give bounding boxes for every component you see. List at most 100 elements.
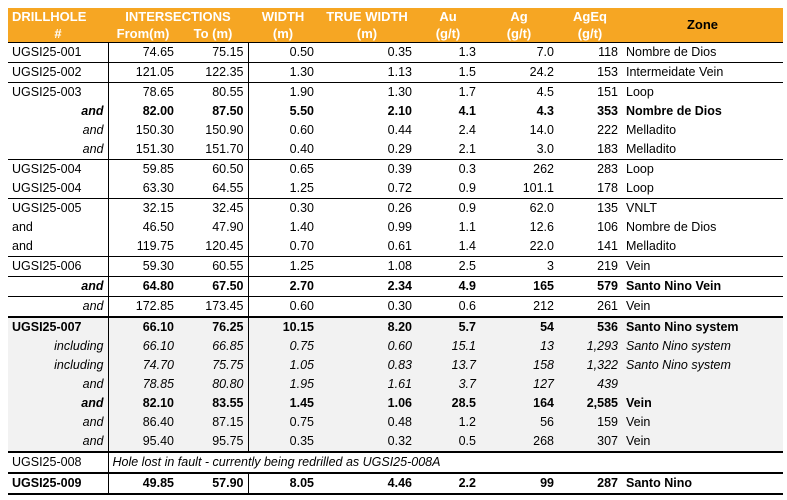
ageq-cell: 579: [558, 276, 622, 297]
from-cell: 32.15: [107, 198, 178, 218]
from-cell: 64.80: [107, 276, 178, 297]
zone-cell: VNLT: [622, 198, 783, 218]
to-cell: 32.45: [178, 198, 248, 218]
ag-cell: 12.6: [529, 220, 554, 234]
width-cell: 1.95: [247, 375, 318, 394]
zone-cell: Santo Nino system: [622, 316, 783, 337]
to-cell: 66.85: [178, 337, 248, 356]
tw-cell: 0.39: [318, 159, 416, 179]
tw-cell: 0.83: [318, 356, 416, 375]
tw-cell: 0.60: [318, 337, 416, 356]
zone-cell: [622, 375, 783, 394]
ag-cell: 13: [480, 337, 558, 356]
ag-cell: 212: [480, 296, 558, 317]
au-cell: 1.5: [416, 62, 480, 83]
ageq-cell: 178: [597, 181, 618, 195]
drillhole-cell: UGSI25-004: [12, 181, 82, 195]
au-cell: 2.2: [416, 472, 480, 495]
table-row: and 46.50 47.90 1.40 0.99 1.1 12.6 106 Nombre de…: [8, 218, 783, 237]
to-cell: 60.55: [178, 256, 248, 277]
from-cell: 121.05: [107, 62, 178, 83]
ageq-cell: 222: [597, 123, 618, 137]
from-cell: 66.10: [107, 337, 178, 356]
to-cell: 87.50: [212, 104, 244, 118]
header-drillhole-sub: #: [8, 26, 108, 43]
ageq-cell: 118: [558, 42, 622, 63]
to-cell: 120.45: [205, 239, 244, 253]
au-cell: 13.7: [416, 356, 480, 375]
tw-cell: 0.99: [387, 220, 412, 234]
header-au: Au: [416, 8, 480, 26]
zone-cell: Nombre de Dios: [622, 42, 783, 63]
tw-cell: 0.26: [318, 198, 416, 218]
au-cell: 4.9: [416, 276, 480, 297]
table-row: UGSI25-005 32.15 32.45 0.30 0.26 0.9 62.0 135 VN…: [8, 198, 783, 218]
au-cell: 3.7: [416, 375, 480, 394]
drillhole-cell: UGSI25-001: [8, 42, 108, 63]
au-cell: 0.5: [416, 432, 480, 452]
au-cell: 2.1: [458, 142, 476, 156]
to-cell: 95.75: [178, 432, 248, 452]
width-cell: 0.30: [247, 198, 318, 218]
to-cell: 80.80: [178, 375, 248, 394]
zone-cell: Santo Nino system: [622, 337, 783, 356]
zone-cell: Nombre de Dios: [626, 220, 717, 234]
drillhole-cell: UGSI25-004: [8, 159, 108, 179]
header-width-unit: (m): [248, 26, 318, 43]
from-cell: 151.30: [107, 140, 178, 160]
drillhole-cell: UGSI25-005: [8, 198, 108, 218]
header-ag-unit: (g/t): [480, 26, 558, 43]
ageq-cell: 353: [597, 104, 618, 118]
from-cell: 74.65: [107, 42, 178, 63]
au-cell: 0.6: [416, 296, 480, 317]
header-ageq: AgEq: [558, 8, 622, 26]
zone-cell: Vein: [622, 432, 783, 452]
ageq-cell: 287: [558, 472, 622, 495]
table-row: UGSI25-007 66.10 76.25 10.15 8.20 5.7 54 536 San…: [8, 316, 783, 337]
tw-cell: 8.20: [318, 316, 416, 337]
width-cell: 0.60: [247, 121, 318, 140]
to-cell: 75.15: [178, 42, 248, 63]
to-cell: 173.45: [178, 296, 248, 317]
table-row: and 95.40 95.75 0.35 0.32 0.5 268 307 Vein: [8, 432, 783, 452]
header-intersections: INTERSECTIONS: [108, 8, 248, 26]
au-cell: 1.2: [416, 413, 480, 432]
from-cell: 86.40: [107, 413, 178, 432]
table-row: UGSI25-002 121.05 122.35 1.30 1.13 1.5 24.2 153…: [8, 62, 783, 83]
table-row: and 172.85 173.45 0.60 0.30 0.6 212 261 Vein: [8, 296, 783, 317]
width-cell: 1.45: [247, 394, 318, 413]
drillhole-cell: and: [81, 104, 104, 118]
table-row: UGSI25-008 Hole lost in fault - currently…: [8, 451, 783, 473]
au-cell: 0.9: [416, 198, 480, 218]
zone-cell: Santo Nino: [622, 472, 783, 495]
table-row: and 119.75 120.45 0.70 0.61 1.4 22.0 141 Melladi…: [8, 237, 783, 257]
drillhole-cell: UGSI25-009: [8, 472, 108, 495]
drillhole-cell: UGSI25-006: [8, 256, 108, 277]
au-cell: 2.4: [458, 123, 476, 137]
header-true-width-unit: (m): [318, 26, 416, 43]
width-cell: 0.50: [247, 42, 318, 63]
tw-cell: 0.72: [387, 181, 412, 195]
table-row: and 82.10 83.55 1.45 1.06 28.5 164 2,585 Vein: [8, 394, 783, 413]
ag-cell: 7.0: [480, 42, 558, 63]
width-cell: 1.25: [247, 179, 318, 199]
to-cell: 151.70: [205, 142, 244, 156]
width-cell: 1.25: [247, 256, 318, 277]
au-cell: 5.7: [416, 316, 480, 337]
width-cell: 5.50: [247, 102, 318, 121]
tw-cell: 0.48: [318, 413, 416, 432]
header-from: From(m): [108, 26, 178, 43]
table-row: and 150.30 150.90 0.60 0.44 2.4 14.0 222 Melladi…: [8, 121, 783, 140]
width-cell: 0.60: [247, 296, 318, 317]
to-cell: 75.75: [178, 356, 248, 375]
au-cell: 4.1: [458, 104, 476, 118]
table-row: and 82.00 87.50 5.50 2.10 4.1 4.3 353 Nombre de …: [8, 102, 783, 121]
from-cell: 46.50: [107, 218, 178, 237]
tw-cell: 1.13: [318, 62, 416, 83]
drillhole-cell: and: [82, 123, 104, 137]
au-cell: 1.4: [458, 239, 476, 253]
width-cell: 1.30: [247, 62, 318, 83]
tw-cell: 2.34: [318, 276, 416, 297]
to-cell: 60.50: [178, 159, 248, 179]
au-cell: 1.1: [458, 220, 476, 234]
